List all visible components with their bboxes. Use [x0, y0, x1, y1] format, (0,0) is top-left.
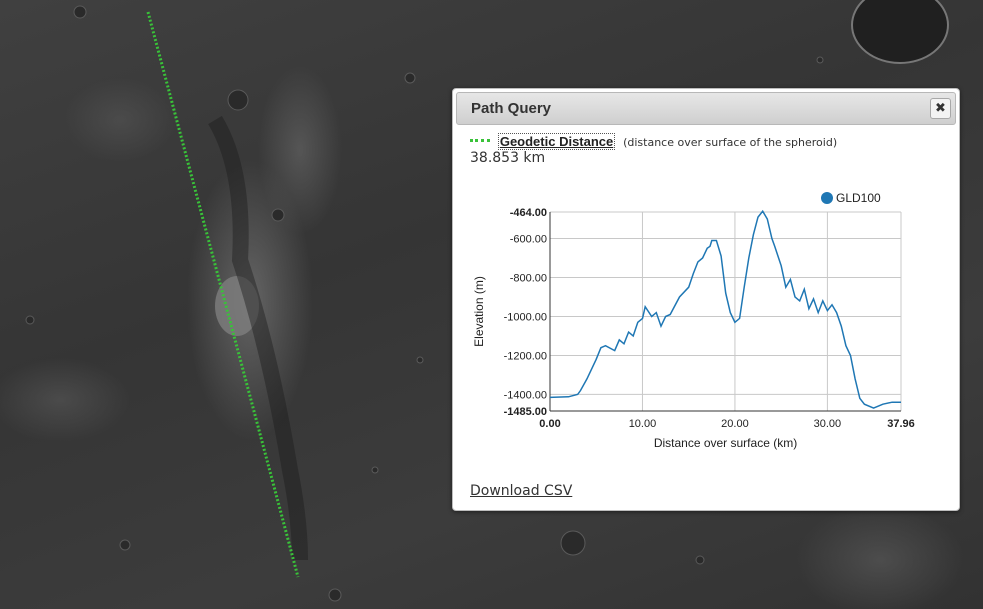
download-csv-link[interactable]: Download CSV [470, 483, 573, 499]
distance-value: 38.853 km [470, 150, 546, 166]
distance-description: (distance over surface of the spheroid) [623, 136, 838, 149]
crater [215, 276, 259, 336]
legend-marker-icon [821, 192, 833, 204]
x-tick-label: 10.00 [629, 418, 657, 430]
y-tick-label: -600.00 [510, 234, 547, 246]
crater [25, 315, 35, 325]
legend-label: GLD100 [836, 191, 881, 205]
crater [851, 0, 949, 64]
series-line-gld100 [549, 209, 901, 409]
y-tick-label: -1400.00 [504, 389, 547, 401]
x-tick-label: 0.00 [539, 418, 560, 430]
crater [695, 555, 705, 565]
x-axis-label: Distance over surface (km) [654, 436, 797, 450]
crater [816, 56, 824, 64]
crater [404, 72, 416, 84]
panel-header: Path Query ✖ [456, 92, 956, 125]
x-tick-label: 30.00 [814, 418, 842, 430]
crater [416, 356, 424, 364]
crater [73, 5, 87, 19]
y-tick-label: -464.00 [510, 207, 547, 219]
panel-title: Path Query [471, 100, 552, 117]
crater [227, 89, 249, 111]
query-path-line[interactable] [146, 11, 300, 578]
x-tick-label: 20.00 [721, 418, 749, 430]
y-tick-label: -1485.00 [504, 406, 547, 418]
y-tick-label: -1200.00 [504, 350, 547, 362]
crater [560, 530, 586, 556]
rille-shadow [208, 115, 308, 561]
distance-legend: Geodetic Distance (distance over surface… [470, 133, 838, 150]
y-axis-label: Elevation (m) [472, 276, 486, 347]
crater [271, 208, 285, 222]
geodetic-distance-link[interactable]: Geodetic Distance [497, 133, 616, 150]
close-button[interactable]: ✖ [930, 98, 951, 119]
crater [328, 588, 342, 602]
crater [119, 539, 131, 551]
y-tick-label: -800.00 [510, 272, 547, 284]
path-query-panel: Path Query ✖ Geodetic Distance (distance… [452, 88, 960, 511]
x-tick-label: 37.96 [887, 418, 915, 430]
y-tick-label: -1000.00 [504, 311, 547, 323]
crater [371, 466, 379, 474]
elevation-profile-chart: -464.00 -600.00 -800.00 -1000.00 -1200.00 -14… [472, 191, 915, 450]
path-line-swatch-icon [470, 139, 490, 142]
